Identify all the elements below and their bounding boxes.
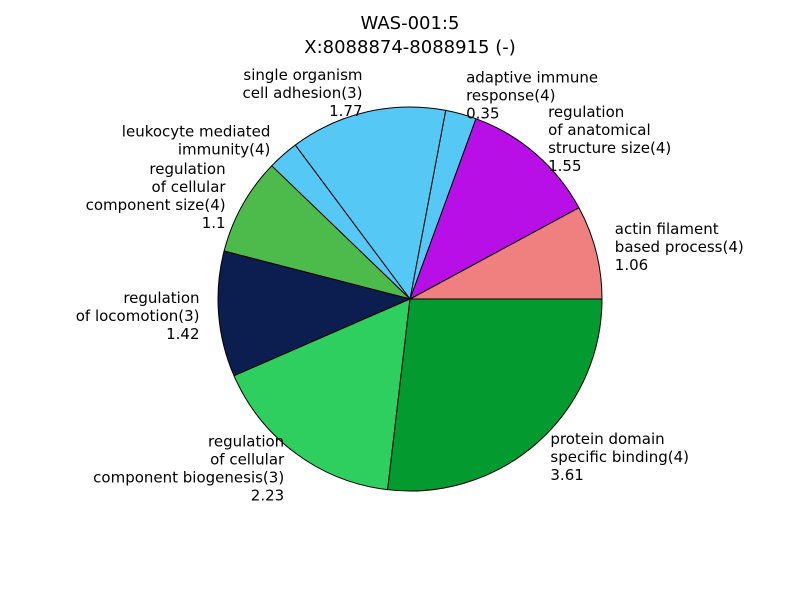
- pie-slice-6: [217, 250, 411, 377]
- pie-labels: actin filament based process(4) 1.06 regula…: [76, 66, 744, 504]
- pie-slices: [217, 106, 603, 492]
- pie-slice-5: [223, 165, 411, 300]
- pie-label-3: single organism cell adhesion(3) 1.77: [243, 66, 363, 120]
- pie-slice-0: [409, 207, 603, 300]
- pie-label-8: protein domain specific binding(4) 3.61: [550, 430, 689, 484]
- pie-label-6: regulation of locomotion(3) 1.42: [76, 289, 200, 343]
- pie-slice-3: [294, 106, 447, 300]
- chart-title: WAS-001:5 X:8088874-8088915 (-): [304, 13, 515, 58]
- pie-label-1: regulation of anatomical structure size(4)…: [548, 103, 671, 175]
- chart-title-text: WAS-001:5 X:8088874-8088915 (-): [304, 13, 515, 58]
- pie-slice-7: [233, 298, 411, 491]
- pie-slice-8: [387, 298, 603, 492]
- pie-label-2: adaptive immune response(4) 0.35: [466, 68, 598, 122]
- pie-slice-1: [409, 118, 580, 300]
- pie-label-5: regulation of cellular component size(4) 1.…: [86, 160, 227, 232]
- pie-label-0: actin filament based process(4) 1.06: [615, 220, 744, 274]
- pie-label-7: regulation of cellular component biogenesi…: [93, 433, 285, 505]
- pie-label-4: leukocyte mediated immunity(4): [122, 123, 271, 159]
